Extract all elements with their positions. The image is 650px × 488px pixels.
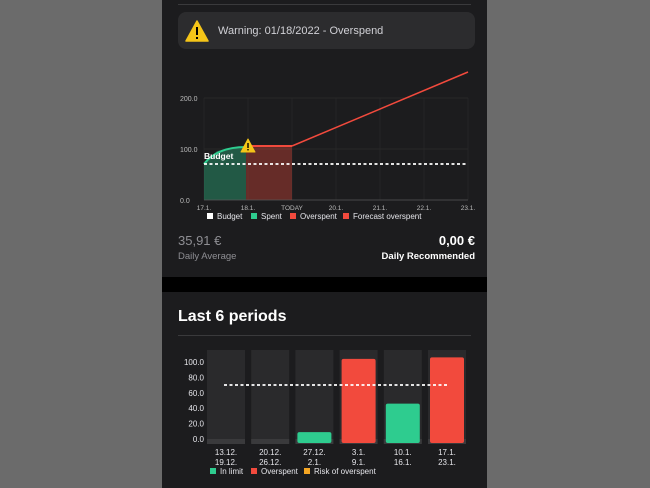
divider (178, 4, 471, 5)
bar-base (251, 439, 290, 444)
x-tick-label-end: 23.1. (438, 458, 456, 467)
daily-average-value: 35,91 € (178, 233, 222, 248)
x-tick-label-end: 16.1. (394, 458, 412, 467)
bar[interactable] (297, 432, 332, 443)
legend-label: Spent (261, 212, 283, 221)
divider (178, 335, 471, 336)
x-tick-label: 23.1. (461, 205, 476, 212)
bar[interactable] (430, 357, 464, 443)
spent-area (204, 147, 246, 200)
y-tick-label: 0.0 (193, 435, 205, 444)
warning-banner[interactable]: Warning: 01/18/2022 - Overspend (178, 12, 475, 49)
x-tick-label: 18.1. (241, 205, 256, 212)
bar-column-bg (207, 350, 245, 443)
daily-average-label: Daily Average (178, 251, 237, 262)
current-period-chart: 200.0 100.0 0.0 17.1. 18.1. TODAY 20.1. 21.1. 2… (180, 71, 476, 221)
y-tick-label: 200.0 (180, 96, 198, 103)
x-tick-label: TODAY (281, 205, 303, 212)
legend-label: Overspent (261, 467, 299, 476)
x-tick-label-end: 26.12. (259, 458, 281, 467)
x-tick-label: 20.1. (329, 205, 344, 212)
legend-swatch (207, 213, 213, 219)
y-tick-label: 60.0 (188, 389, 204, 398)
x-tick-label: 17.1. (197, 205, 212, 212)
y-tick-label: 80.0 (188, 373, 204, 382)
x-tick-label-start: 27.12. (303, 448, 325, 457)
x-tick-label-start: 20.12. (259, 448, 281, 457)
daily-recommended-value: 0,00 € (438, 233, 475, 248)
section-title: Last 6 periods (178, 308, 287, 325)
daily-recommended-label: Daily Recommended (381, 251, 475, 262)
forecast-line (291, 71, 469, 147)
chart-legend: Budget Spent Overspent Forecast overspent (207, 212, 422, 221)
chart-legend: In limit Overspent Risk of overspent (210, 467, 377, 476)
x-tick-label-end: 19.12. (215, 458, 237, 467)
last-periods-card: Last 6 periods 100.0 80.0 60.0 40.0 20.0 0.0 … (162, 292, 487, 488)
legend-swatch (210, 468, 216, 474)
y-tick-label: 0.0 (180, 198, 190, 205)
legend-label: Risk of overspent (314, 467, 377, 476)
bar[interactable] (385, 403, 420, 443)
x-tick-label-start: 17.1. (438, 448, 456, 457)
bar[interactable] (341, 358, 376, 443)
legend-swatch (343, 213, 349, 219)
x-tick-label-start: 13.12. (215, 448, 237, 457)
current-period-card: Warning: 01/18/2022 - Overspend 200.0 100… (162, 0, 487, 277)
budget-label: Budget (204, 151, 233, 161)
bar-column-bg (251, 350, 290, 443)
y-tick-label: 20.0 (188, 420, 204, 429)
bar-column-bg (295, 350, 334, 443)
x-tick-label: 22.1. (417, 205, 432, 212)
spent-line (203, 146, 247, 165)
legend-swatch (251, 468, 257, 474)
x-tick-label-start: 10.1. (394, 448, 412, 457)
legend-label: Budget (217, 212, 243, 221)
legend-label: Overspent (300, 212, 338, 221)
legend-swatch (304, 468, 310, 474)
legend-label: In limit (220, 467, 244, 476)
x-tick-label-end: 9.1. (352, 458, 365, 467)
warning-icon (185, 19, 209, 42)
periods-bar-chart: 100.0 80.0 60.0 40.0 20.0 0.0 13.12.19.12. 20.… (184, 350, 466, 476)
legend-label: Forecast overspent (353, 212, 422, 221)
warning-text: Warning: 01/18/2022 - Overspend (218, 24, 384, 37)
x-tick-label: 21.1. (373, 205, 388, 212)
legend-swatch (290, 213, 296, 219)
legend-swatch (251, 213, 257, 219)
bar-base (207, 439, 245, 444)
warning-marker-icon[interactable] (240, 138, 256, 153)
x-tick-label-start: 3.1. (352, 448, 365, 457)
overspent-area (246, 146, 292, 200)
y-tick-label: 40.0 (188, 404, 204, 413)
y-tick-label: 100.0 (180, 147, 198, 154)
y-tick-label: 100.0 (184, 358, 205, 367)
phone-screen: Warning: 01/18/2022 - Overspend 200.0 100… (162, 0, 487, 488)
x-tick-label-end: 2.1. (308, 458, 321, 467)
